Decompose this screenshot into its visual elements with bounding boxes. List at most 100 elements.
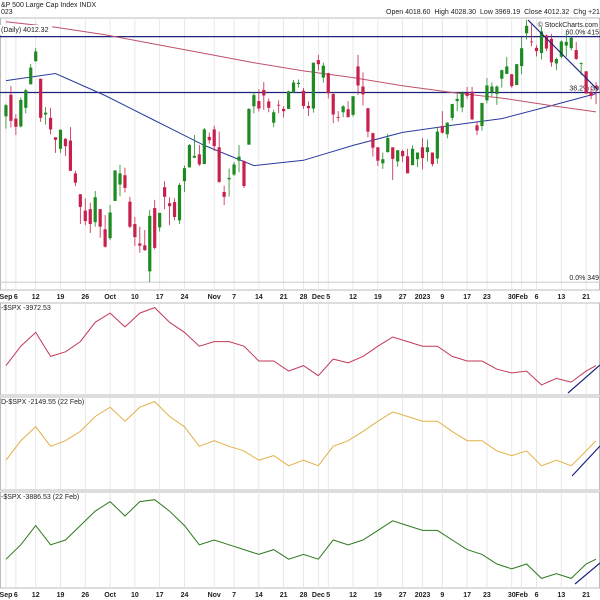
candle-body xyxy=(534,47,539,52)
level-label: 38.2% 39 xyxy=(569,85,599,92)
moving-average xyxy=(5,21,597,113)
candle-body xyxy=(138,243,142,246)
level-label: 0.0% 349 xyxy=(569,275,599,282)
candle-body xyxy=(554,58,558,64)
x-tick-label: 23 xyxy=(483,294,491,301)
candle-body xyxy=(242,161,246,187)
candle-body xyxy=(118,173,122,185)
candle-body xyxy=(321,65,325,78)
level-label: 60.0% 415 xyxy=(566,29,600,36)
candle-body xyxy=(406,156,410,174)
candle-body xyxy=(237,156,241,161)
candle-body xyxy=(450,104,454,118)
x-tick-label: 12 xyxy=(349,592,357,599)
x-tick-label: 19 xyxy=(374,592,382,599)
x-tick-label: 26 xyxy=(81,592,89,599)
candle-body xyxy=(564,41,568,46)
candle-body xyxy=(143,245,147,251)
candle-body xyxy=(520,48,524,67)
candle-body xyxy=(544,35,549,49)
candle-body xyxy=(549,38,554,63)
candle-body xyxy=(445,122,449,135)
candle-body xyxy=(490,86,494,93)
candle-body xyxy=(480,102,484,127)
x-tick-label: 17 xyxy=(463,592,471,599)
candle-body xyxy=(113,170,117,201)
x-tick-label: 30 xyxy=(508,294,516,301)
candle-body xyxy=(470,91,474,120)
x-tick-label: 19 xyxy=(57,592,65,599)
candle-body xyxy=(148,215,152,272)
x-tick-label: 6 xyxy=(14,592,18,599)
candle-body xyxy=(286,91,291,109)
candle-body xyxy=(123,175,127,188)
candle-body xyxy=(589,92,593,96)
ratio-line xyxy=(5,499,597,579)
candle-body xyxy=(128,201,132,227)
x-tick-label: 27 xyxy=(399,592,407,599)
candle-body xyxy=(24,90,28,108)
candle-body xyxy=(529,41,534,43)
candle-body xyxy=(505,66,509,74)
x-tick-label: 24 xyxy=(181,592,189,599)
candle-body xyxy=(500,70,504,79)
candle-body xyxy=(346,109,350,118)
candle-body xyxy=(58,129,63,149)
stat: Open 4018.60 xyxy=(386,9,430,16)
candle-body xyxy=(296,82,301,84)
panel-label: -$SPX -3886.53 (22 Feb) xyxy=(1,494,79,501)
x-tick-label: 6 xyxy=(14,294,18,301)
x-tick-label: 14 xyxy=(255,592,263,599)
candle-body xyxy=(420,147,425,159)
candle-body xyxy=(4,105,8,117)
source: © StockCharts.com xyxy=(538,21,599,29)
candle-body xyxy=(336,117,340,118)
candle-body xyxy=(525,25,529,34)
panel-label: (Daily) 4012.32 xyxy=(1,27,49,34)
x-tick-label: Sep xyxy=(0,592,12,599)
candle-body xyxy=(559,41,563,57)
candle-body xyxy=(133,224,137,238)
candle-body xyxy=(9,94,13,121)
candle-body xyxy=(495,86,499,95)
candle-body xyxy=(465,92,469,96)
candle-body xyxy=(153,208,157,248)
candle-body xyxy=(435,131,439,159)
candle-body xyxy=(371,133,375,148)
moving-average xyxy=(5,72,597,167)
candle-body xyxy=(108,212,112,239)
candle-body xyxy=(584,71,588,94)
candle-body xyxy=(331,94,335,115)
stat: Close 4012.32 xyxy=(524,9,569,16)
x-tick-label: Sep xyxy=(0,294,12,301)
candle-body xyxy=(212,129,216,147)
candle-body xyxy=(217,147,221,182)
x-tick-label: 6 xyxy=(535,294,539,301)
candle-body xyxy=(282,108,286,112)
candle-body xyxy=(594,85,598,89)
candle-body xyxy=(177,184,182,221)
candle-body xyxy=(88,209,92,225)
candle-body xyxy=(202,129,206,165)
x-tick-label: 28 xyxy=(300,294,308,301)
candle-body xyxy=(569,37,573,49)
candle-body xyxy=(158,212,162,228)
trend-lines xyxy=(527,19,600,585)
candle-body xyxy=(73,173,77,183)
x-tick-label: 2023 xyxy=(415,294,431,301)
candle-body xyxy=(14,118,18,127)
candle-body xyxy=(356,66,360,86)
candle-body xyxy=(475,125,479,131)
x-tick-label: Dec xyxy=(312,592,325,599)
x-tick-label: 5 xyxy=(326,592,330,599)
candle-body xyxy=(376,147,380,161)
x-tick-label: 21 xyxy=(582,294,590,301)
candle-body xyxy=(440,126,444,133)
x-tick-label: 7 xyxy=(232,592,236,599)
candle-body xyxy=(311,62,315,109)
x-tick-label: 7 xyxy=(232,294,236,301)
x-tick-label: 17 xyxy=(156,294,164,301)
candle-body xyxy=(44,112,48,115)
